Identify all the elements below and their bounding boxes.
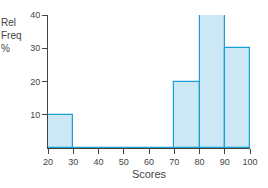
svg-text:50: 50	[119, 157, 129, 167]
svg-text:30: 30	[68, 157, 78, 167]
svg-text:30: 30	[30, 43, 40, 53]
svg-text:40: 40	[93, 157, 103, 167]
svg-text:100: 100	[242, 157, 257, 167]
svg-text:70: 70	[169, 157, 179, 167]
svg-text:80: 80	[194, 157, 204, 167]
svg-text:20: 20	[43, 157, 53, 167]
svg-text:40: 40	[30, 10, 40, 20]
svg-text:20: 20	[30, 77, 40, 87]
svg-text:10: 10	[30, 110, 40, 120]
svg-text:90: 90	[220, 157, 230, 167]
svg-text:RelFreq%: RelFreq%	[1, 17, 22, 54]
svg-text:60: 60	[144, 157, 154, 167]
svg-text:Scores: Scores	[132, 168, 167, 180]
